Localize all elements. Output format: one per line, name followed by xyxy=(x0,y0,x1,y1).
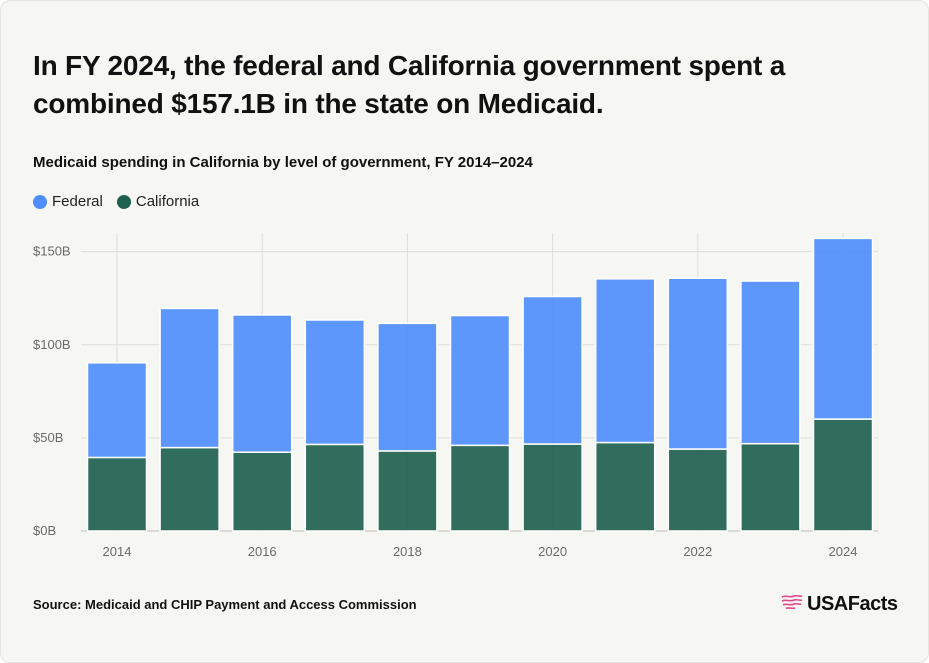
y-tick-label: $150B xyxy=(33,244,71,259)
legend-label-federal: Federal xyxy=(52,193,103,210)
bar-california-2016 xyxy=(231,451,293,532)
headline: In FY 2024, the federal and California g… xyxy=(33,50,786,119)
bar-california-2020 xyxy=(522,443,583,532)
bar-federal-2019 xyxy=(449,314,511,447)
bar-federal-2022 xyxy=(667,277,729,450)
bar-federal-2018 xyxy=(377,322,438,452)
bar-california-2023 xyxy=(740,442,801,532)
bar-california-2024 xyxy=(812,418,874,532)
bar-federal-2020 xyxy=(522,295,583,445)
legend-item-california: California xyxy=(116,193,200,210)
legend-item-federal: Federal xyxy=(33,193,103,210)
bar-federal-2024 xyxy=(812,237,874,420)
y-tick-label: $0B xyxy=(33,523,56,538)
bar-federal-2014 xyxy=(86,362,148,459)
bar-layer xyxy=(86,237,874,532)
axis-layer: $0B $50B $100B $150B 2014 2016 2018 2020 2022 202… xyxy=(33,244,857,559)
bar-california-2018 xyxy=(377,450,438,532)
bar-federal-2016 xyxy=(231,314,293,453)
us-map-stripes-icon xyxy=(781,594,803,615)
y-tick-label: $50B xyxy=(33,430,63,445)
bar-california-2015 xyxy=(159,446,220,532)
legend-swatch-federal xyxy=(33,194,47,209)
bar-california-2019 xyxy=(449,444,511,532)
x-tick-label: 2022 xyxy=(683,544,712,559)
source-note: Source: Medicaid and CHIP Payment and Ac… xyxy=(33,597,417,612)
bar-california-2022 xyxy=(667,448,729,532)
bar-federal-2023 xyxy=(740,280,801,445)
x-tick-label: 2024 xyxy=(829,544,858,559)
legend-swatch-california xyxy=(116,194,131,209)
bar-federal-2017 xyxy=(304,319,366,446)
brand-logo[interactable]: USAFacts xyxy=(781,593,898,616)
bar-california-2021 xyxy=(594,441,656,532)
bar-federal-2015 xyxy=(159,307,220,449)
bar-california-2017 xyxy=(304,443,366,532)
bar-california-2014 xyxy=(86,456,148,532)
y-tick-label: $100B xyxy=(33,337,71,352)
bar-federal-2021 xyxy=(594,278,656,444)
legend-label-california: California xyxy=(135,193,200,210)
x-tick-label: 2020 xyxy=(538,544,567,559)
x-tick-label: 2014 xyxy=(103,544,132,559)
brand-name: USAFacts xyxy=(807,593,898,615)
chart-subtitle: Medicaid spending in California by level… xyxy=(33,154,533,171)
legend: Federal California xyxy=(33,193,213,210)
x-tick-label: 2018 xyxy=(393,544,422,559)
x-tick-label: 2016 xyxy=(248,544,277,559)
